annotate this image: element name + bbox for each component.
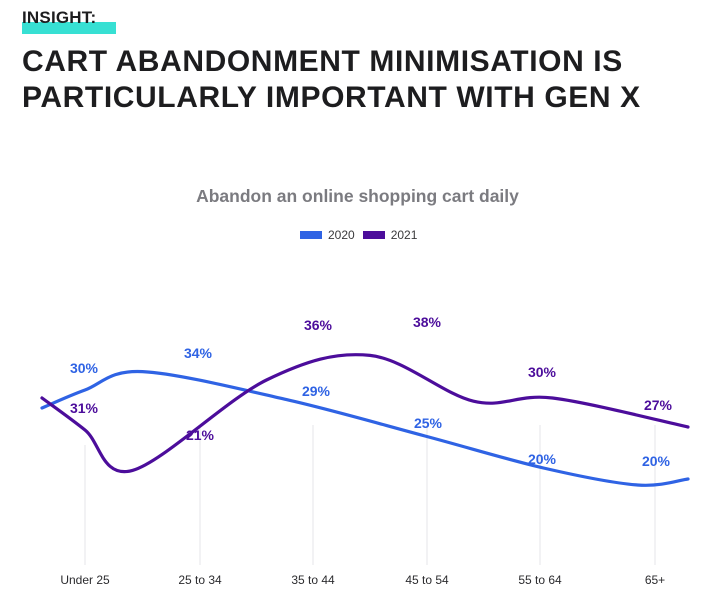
x-tick-label: 55 to 64 <box>518 573 562 587</box>
legend-swatch-2021 <box>362 231 385 239</box>
chart-title: Abandon an online shopping cart daily <box>196 186 519 206</box>
data-label-2020: 20% <box>642 453 671 469</box>
x-tick-label: Under 25 <box>60 573 110 587</box>
data-label-2020: 34% <box>184 345 213 361</box>
insight-label: INSIGHT: <box>22 8 97 27</box>
insight-highlight <box>22 22 116 34</box>
data-label-2021: 36% <box>304 317 333 333</box>
legend-item-2021: 2021 <box>362 228 418 242</box>
data-label-2021: 38% <box>413 314 442 330</box>
data-label-2020: 20% <box>528 451 557 467</box>
data-label-2021: 31% <box>70 400 99 416</box>
chart-legend: 2020 2021 <box>300 228 417 242</box>
legend-label-2020: 2020 <box>328 228 355 242</box>
data-label-2021: 27% <box>644 397 673 413</box>
data-label-2020: 30% <box>70 360 99 376</box>
x-tick-label: 65+ <box>645 573 665 587</box>
series-line-2021 <box>40 353 690 474</box>
legend-swatch-2020 <box>300 231 322 239</box>
legend-item-2020: 2020 <box>300 228 355 242</box>
data-label-2020: 29% <box>302 383 331 399</box>
data-label-2020: 25% <box>414 415 443 431</box>
legend-label-2021: 2021 <box>390 228 418 242</box>
x-tick-label: 45 to 54 <box>405 573 449 587</box>
x-tick-label: 35 to 44 <box>291 573 335 587</box>
data-label-2021: 21% <box>186 427 215 443</box>
page-headline: CART ABANDONMENT MINIMISATION IS PARTICU… <box>22 45 641 114</box>
series-line-2020 <box>40 369 690 487</box>
insight-tag: INSIGHT: <box>22 8 116 34</box>
data-label-2021: 30% <box>528 364 557 380</box>
x-tick-label: 25 to 34 <box>178 573 222 587</box>
